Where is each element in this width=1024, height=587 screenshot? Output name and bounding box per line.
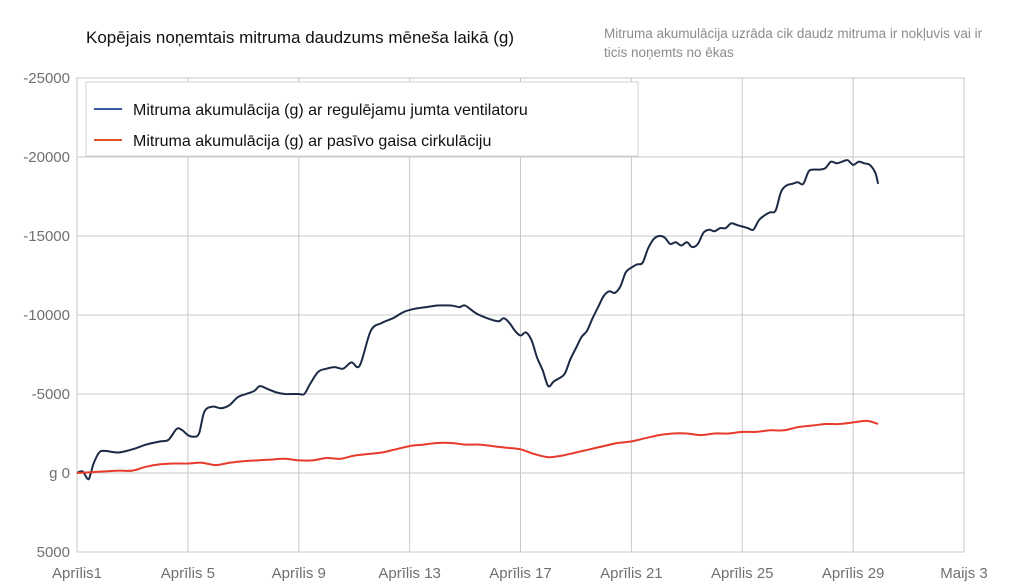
y-tick-label: -5000: [32, 386, 70, 403]
grid-lines: [76, 77, 965, 553]
x-tick-label: Aprīlis 25: [711, 565, 774, 582]
x-tick-label: Aprīlis 21: [600, 565, 663, 582]
series-line-passive: [76, 419, 879, 474]
y-tick-label: -15000: [23, 228, 70, 245]
x-axis-ticks: Aprīlis1 Aprīlis 5 Aprīlis 9 Aprīlis 13 Aprī…: [52, 565, 988, 582]
legend-box: [85, 81, 639, 157]
series-line-fan: [76, 159, 880, 481]
chart-title: Kopējais noņemtais mitruma daudzums mēne…: [86, 28, 515, 47]
x-tick-label: Aprīlis 13: [378, 565, 441, 582]
legend: Mitruma akumulācija (g) ar regulējamu ju…: [85, 81, 639, 157]
y-tick-label: -25000: [23, 70, 70, 87]
x-tick-label: Aprīlis 5: [161, 565, 215, 582]
chart-subtitle: Mitruma akumulācija uzrāda cik daudz mit…: [604, 26, 983, 60]
x-tick-label: Aprīlis 17: [489, 565, 552, 582]
y-tick-label: -20000: [23, 149, 70, 166]
y-axis-ticks: -25000 -20000 -15000 -10000 -5000 g 0 5000: [23, 70, 70, 561]
y-tick-label: 5000: [37, 544, 70, 561]
x-tick-label: Aprīlis 9: [272, 565, 326, 582]
x-tick-label: Maijs 3: [940, 565, 988, 582]
x-tick-label: Aprīlis 29: [822, 565, 885, 582]
legend-label-fan: Mitruma akumulācija (g) ar regulējamu ju…: [133, 102, 528, 119]
y-tick-label: -10000: [23, 307, 70, 324]
y-tick-label: g 0: [49, 465, 70, 482]
x-tick-label: Aprīlis1: [52, 565, 102, 582]
series-lines: [76, 159, 880, 481]
legend-label-passive: Mitruma akumulācija (g) ar pasīvo gaisa …: [133, 133, 491, 150]
